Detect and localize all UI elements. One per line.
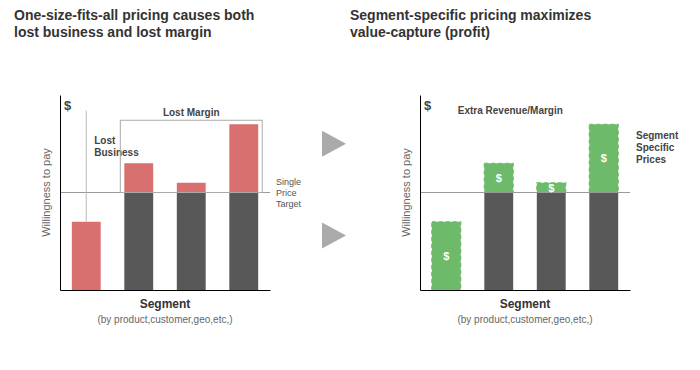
y-axis [60, 96, 61, 291]
segment-specific-label: SegmentSpecificPrices [636, 130, 679, 165]
x-axis-line [61, 290, 271, 291]
bar-base [484, 193, 513, 291]
chart-1: Segment (by product,customer,geo,etc,) Wil… [400, 96, 679, 326]
x-axis-title: Segment [140, 297, 191, 311]
x-axis-note: (by product,customer,geo,etc,) [97, 314, 232, 325]
lost-margin-box [120, 120, 262, 192]
currency-label: $ [64, 98, 72, 113]
bar-outline [484, 163, 513, 192]
extra-revenue-label: Extra Revenue/Margin [458, 105, 563, 116]
y-axis-line [420, 96, 421, 291]
bar-base [589, 193, 618, 291]
bar-top [229, 124, 258, 192]
currency-label: $ [424, 98, 432, 113]
x-axis [61, 290, 271, 291]
bar-base [124, 193, 153, 291]
lost-business-line [86, 111, 87, 222]
bar-outline [589, 124, 618, 192]
y-axis-title: Willingness to pay [400, 148, 412, 237]
bar-base [177, 193, 206, 291]
bar-base [229, 193, 258, 291]
y-axis [420, 96, 421, 291]
title: One-size-fits-all pricing causes bothlos… [14, 7, 254, 40]
lost-margin-label: Lost Margin [163, 107, 220, 118]
single-price-line [420, 192, 630, 193]
x-axis-line [421, 290, 631, 291]
plot-area [60, 124, 270, 290]
y-axis-line [60, 96, 61, 291]
bar-symbol: $ [496, 172, 502, 184]
chart-0: Segment (by product,customer,geo,etc,) Wil… [40, 96, 302, 326]
x-axis [421, 290, 631, 291]
bar-top [177, 183, 206, 193]
x-axis-title: Segment [500, 297, 551, 311]
bar-top [589, 124, 618, 192]
y-axis-title: Willingness to pay [40, 148, 52, 237]
x-axis-note: (by product,customer,geo,etc,) [457, 314, 592, 325]
bar-outline [432, 222, 461, 290]
bar-symbol: $ [601, 152, 607, 164]
lost-business-label: LostBusiness [94, 135, 139, 158]
arrow [322, 131, 346, 157]
arrow [322, 222, 346, 248]
bar-symbol: $ [548, 182, 554, 194]
bar-base [537, 193, 566, 291]
bar [432, 222, 461, 290]
bar-symbol: $ [443, 250, 449, 262]
single-price-label: SinglePriceTarget [276, 177, 302, 209]
chart-svg: Segment (by product,customer,geo,etc,) Wil… [0, 0, 700, 370]
bar-top [124, 163, 153, 192]
plot-area [420, 124, 630, 290]
bar [72, 222, 101, 290]
title: Segment-specific pricing maximizesvalue-… [350, 7, 591, 40]
bar-top [484, 163, 513, 192]
